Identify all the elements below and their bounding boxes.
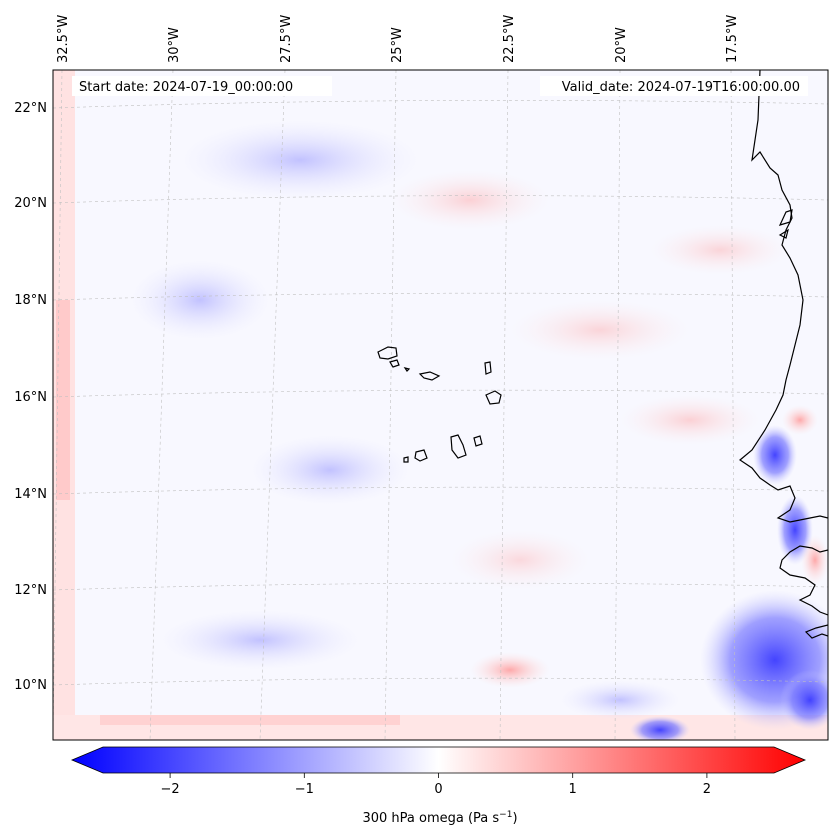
lon-label-17-5w: 17.5°W	[725, 15, 740, 63]
colorbar-label: 300 hPa omega (Pa s−1)	[362, 810, 517, 826]
lon-label-30w: 30°W	[167, 27, 182, 63]
lat-label-22n: 22°N	[14, 101, 47, 116]
start-date-label: Start date: 2024-07-19_00:00:00	[79, 80, 293, 95]
island-maio	[473, 435, 483, 447]
africa-coastline	[738, 70, 828, 523]
island-sao-nicolau	[418, 371, 441, 381]
lat-label-12n: 12°N	[14, 583, 47, 598]
colorbar-ticks: −2 −1 0 1 2	[161, 773, 711, 797]
coastline	[738, 70, 828, 639]
latitude-labels: 22°N 20°N 18°N 16°N 14°N 12°N 10°N	[14, 101, 47, 693]
island-boa-vista	[485, 390, 502, 405]
gridlines	[53, 70, 828, 740]
lon-label-27-5w: 27.5°W	[279, 15, 294, 63]
lon-label-22-5w: 22.5°W	[502, 15, 517, 63]
lon-label-20w: 20°W	[614, 27, 629, 63]
island-fogo	[414, 449, 428, 462]
omega-field	[53, 70, 828, 740]
lat-label-20n: 20°N	[14, 196, 47, 211]
lon-label-32-5w: 32.5°W	[56, 15, 71, 63]
lat-label-14n: 14°N	[14, 487, 47, 502]
colorbar-tick-label: 0	[434, 782, 442, 797]
colorbar-tick-label: −2	[161, 782, 180, 797]
colorbar-bar	[70, 746, 807, 774]
island-santiago	[450, 434, 467, 459]
colorbar-label-main: 300 hPa omega (Pa s	[362, 811, 499, 826]
longitude-labels: 32.5°W 30°W 27.5°W 25°W 22.5°W 20°W 17.5…	[56, 15, 740, 63]
valid-date-box	[540, 76, 808, 96]
colorbar-label-exponent: −1	[499, 810, 512, 820]
cabo-verde-islands	[377, 346, 502, 463]
colorbar-tick-label: −1	[295, 782, 314, 797]
lon-label-25w: 25°W	[390, 27, 405, 63]
island-sal	[484, 361, 492, 375]
island-brava	[403, 456, 409, 463]
island-santa-luzia	[403, 367, 411, 372]
colorbar-tick-label: 2	[703, 782, 711, 797]
lat-label-16n: 16°N	[14, 390, 47, 405]
lat-label-18n: 18°N	[14, 293, 47, 308]
colorbar: −2 −1 0 1 2 300 hPa omega (Pa s−1)	[70, 746, 807, 826]
lat-label-10n: 10°N	[14, 678, 47, 693]
map-frame	[52, 69, 829, 741]
colorbar-label-end: )	[512, 811, 517, 826]
colorbar-tick-label: 1	[569, 782, 577, 797]
valid-date-label: Valid_date: 2024-07-19T16:00:00.00	[562, 80, 800, 95]
start-date-box	[72, 76, 332, 96]
island-sao-vicente	[389, 359, 400, 368]
island-santo-antao	[377, 346, 398, 360]
